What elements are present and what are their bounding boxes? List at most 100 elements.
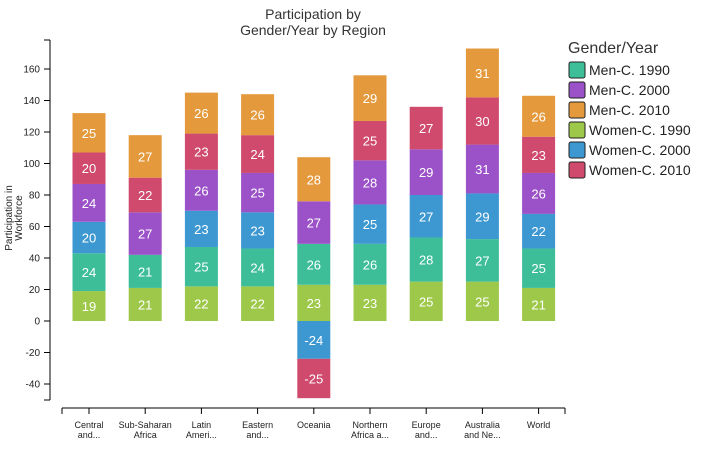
bar-data-label: -24 — [304, 333, 323, 348]
bar-segment — [297, 157, 331, 202]
bar-segment — [522, 248, 556, 288]
x-tick-label: Northern Africa a... — [351, 420, 389, 440]
x-tick-label-line: Central — [74, 420, 103, 430]
bar-data-label: 21 — [138, 297, 152, 312]
bar-data-label: 26 — [307, 257, 321, 272]
x-tick-label-line: Africa — [134, 430, 157, 440]
y-tick-label: 140 — [23, 96, 40, 107]
bar-data-label: 28 — [363, 175, 377, 190]
bar-data-label: -25 — [304, 371, 323, 386]
x-tick-label: Sub-Saharan Africa — [119, 420, 172, 440]
y-axis-label-line: Participation in — [4, 185, 15, 251]
bar-data-label: 24 — [250, 147, 264, 162]
y-axis: 160 140 120 100 80 60 40 20 0 -20 -40 Participation… — [4, 39, 51, 401]
bar-data-label: 23 — [194, 145, 208, 160]
bar-segment — [465, 193, 499, 240]
y-tick-label: 40 — [29, 254, 41, 265]
bar-segment — [353, 243, 387, 285]
bar-segment — [184, 92, 218, 134]
x-tick-label-line: Africa a... — [351, 430, 389, 440]
bar-segment — [353, 284, 387, 321]
x-tick-label-line: Sub-Saharan — [119, 420, 172, 430]
bar-data-label: 30 — [475, 114, 489, 129]
legend-label: Women-C. 2000 — [589, 142, 691, 158]
bar-segment — [297, 243, 331, 285]
bar-data-label: 21 — [531, 297, 545, 312]
x-tick-label-line: and... — [78, 430, 101, 440]
bar-data-label: 26 — [363, 257, 377, 272]
bar-segment — [128, 212, 162, 255]
y-tick-label: 160 — [23, 65, 40, 76]
bar-data-label: 27 — [307, 216, 321, 231]
y-tick-label: 60 — [29, 222, 41, 233]
bar-segment — [353, 160, 387, 205]
bar-segment — [72, 113, 106, 153]
bar-data-label: 22 — [194, 297, 208, 312]
y-tick-label: 120 — [23, 128, 40, 139]
bar-data-label: 27 — [138, 227, 152, 242]
bar-segment — [241, 286, 275, 321]
bar-data-label: 23 — [250, 223, 264, 238]
bar-data-label: 27 — [419, 209, 433, 224]
bar-segment — [353, 120, 387, 161]
x-tick-label-line: and... — [246, 430, 269, 440]
bar-data-label: 29 — [363, 91, 377, 106]
bar-data-label: 24 — [250, 260, 264, 275]
bar-segment — [465, 48, 499, 98]
bar-data-label: 27 — [138, 149, 152, 164]
bar-data-label: 26 — [194, 183, 208, 198]
bar-segment — [241, 135, 275, 173]
bar-segment — [522, 136, 556, 173]
bar-data-label: 19 — [82, 299, 96, 314]
bar-data-label: 23 — [307, 296, 321, 311]
chart-title-line: Participation by — [265, 6, 361, 22]
bar-data-label: 22 — [531, 224, 545, 239]
bar-segment — [353, 204, 387, 244]
bar-segment — [184, 133, 218, 170]
legend-swatch — [568, 101, 586, 119]
bar-segment — [465, 239, 499, 282]
bar-data-label: 25 — [363, 217, 377, 232]
x-tick-label-line: Latin — [192, 420, 212, 430]
bar-data-label: 23 — [363, 296, 377, 311]
bar-segment — [184, 210, 218, 247]
bar-data-label: 28 — [419, 253, 433, 268]
bar-data-label: 25 — [475, 294, 489, 309]
x-tick-label-line: Oceania — [297, 420, 331, 430]
legend-label: Women-C. 1990 — [589, 122, 691, 138]
legend-swatch — [568, 81, 586, 99]
bar-segment — [522, 95, 556, 137]
legend: Gender/Year Men-C. 1990 Men-C. 2000 Men-C. … — [568, 40, 691, 179]
bar-segment — [241, 212, 275, 249]
bar-data-label: 28 — [307, 172, 321, 187]
x-tick-label-line: Eastern — [242, 420, 273, 430]
bar-segment — [297, 284, 331, 321]
bar-segment — [128, 177, 162, 213]
bar-segment — [465, 281, 499, 321]
chart-title-line: Gender/Year by Region — [240, 22, 386, 38]
bar-data-label: 26 — [531, 186, 545, 201]
bar-segment — [241, 94, 275, 136]
bar-data-label: 25 — [250, 186, 264, 201]
x-tick-label-line: and Ne... — [464, 430, 501, 440]
legend-title: Gender/Year — [568, 40, 659, 57]
x-tick-label: Australia and Ne... — [464, 420, 501, 440]
bar-data-label: 25 — [194, 260, 208, 275]
bar-data-label: 22 — [250, 297, 264, 312]
legend-label: Women-C. 2010 — [589, 162, 691, 178]
bar-segment — [184, 246, 218, 287]
bar-segment — [241, 172, 275, 213]
bar-data-label: 29 — [475, 209, 489, 224]
bar-segment — [184, 169, 218, 211]
x-tick-label-line: Northern — [352, 420, 387, 430]
x-tick-label-line: Ameri... — [186, 430, 217, 440]
bar-segment — [128, 254, 162, 288]
y-tick-label: 80 — [29, 191, 41, 202]
x-tick-label-line: Europe — [412, 420, 441, 430]
bar-segment — [409, 149, 443, 195]
y-tick-label: -20 — [26, 348, 41, 359]
